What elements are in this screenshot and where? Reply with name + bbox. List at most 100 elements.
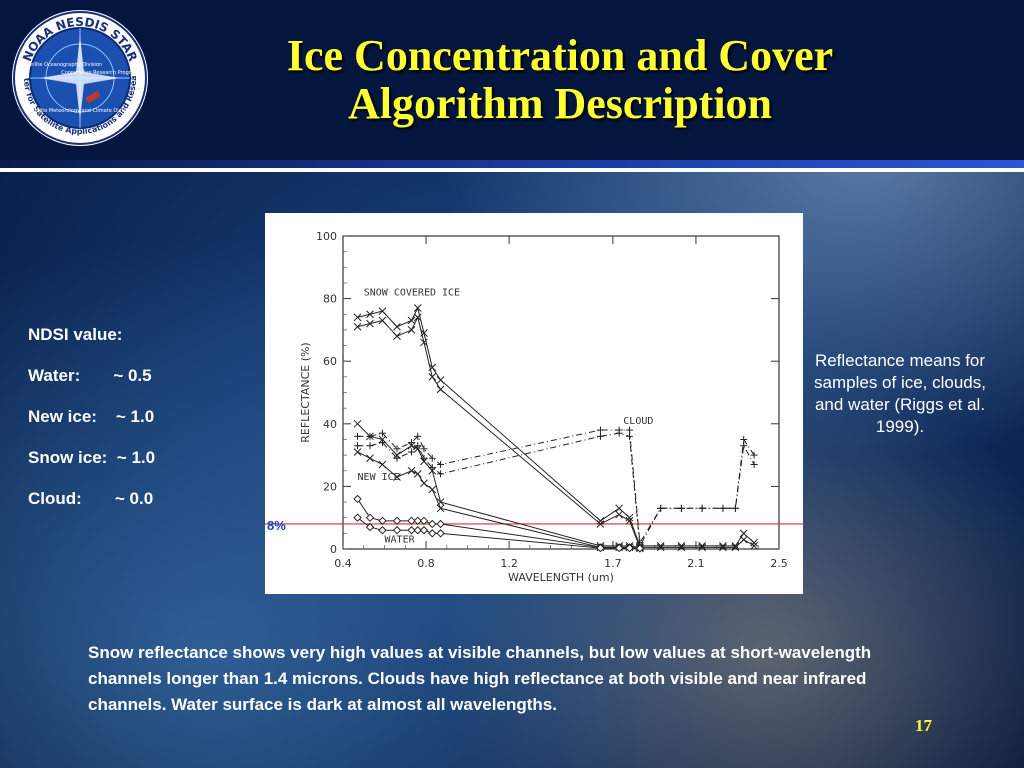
data-point-snow [436, 376, 445, 384]
data-point-snow [407, 316, 416, 325]
series-line-newice [357, 423, 640, 548]
data-point-snow [625, 516, 634, 525]
data-point-snow [393, 332, 401, 341]
data-point-water [392, 516, 402, 526]
data-point-water [407, 516, 416, 526]
data-point-snow [698, 542, 707, 550]
data-point-newice [428, 466, 437, 475]
data-point-snow [656, 543, 665, 552]
data-point-snow [719, 543, 727, 552]
data-point-water [365, 522, 375, 532]
slide-title-line-2: Algorithm Description [347, 79, 773, 128]
data-point-snow [393, 322, 401, 331]
page-number: 17 [915, 716, 932, 735]
data-point-newice [413, 444, 422, 453]
data-point-snow [739, 529, 748, 538]
y-tick-label: 80 [323, 293, 337, 306]
data-point-newice [407, 466, 416, 475]
data-point-snow [353, 313, 362, 322]
y-tick-label: 60 [323, 355, 337, 368]
data-point-snow [407, 326, 416, 334]
data-point-water [436, 529, 445, 538]
slide-title-line-1: Ice Concentration and Cover [286, 31, 834, 80]
data-point-newice [436, 498, 445, 506]
x-tick-label: 2.5 [770, 557, 788, 570]
data-point-snow [615, 504, 623, 513]
data-point-snow [596, 516, 605, 525]
summary-text: Snow reflectance shows very high values … [88, 643, 872, 714]
data-point-snow [698, 543, 707, 552]
data-point-newice [353, 448, 362, 456]
data-point-newice [393, 473, 401, 481]
y-tick-label: 20 [323, 480, 337, 493]
threshold-label: 8% [267, 518, 286, 533]
data-point-snow [353, 322, 362, 331]
ndsi-row-snow-ice: Snow ice: ~ 1.0 [28, 448, 156, 467]
data-point-snow [596, 520, 605, 528]
data-point-newice [366, 454, 374, 463]
series-line-snow [357, 306, 755, 547]
data-point-snow [428, 363, 437, 372]
data-point-water [413, 516, 422, 526]
data-point-water [407, 526, 416, 535]
x-tick-label: 2.1 [687, 557, 705, 570]
data-point-snow [413, 304, 422, 312]
reflectance-chart: 0 20 40 60 80 100 0.4 0.8 1.2 1.7 2.1 2.5 WAVELENGTH… [265, 230, 803, 584]
data-point-newice [366, 432, 374, 441]
annotation-snow-covered-ice: SNOW COVERED ICE [364, 287, 460, 298]
logo-division-3: Satellite Meteorology and Climate Divisi… [27, 108, 133, 114]
data-point-water [378, 516, 387, 526]
slide-header [0, 0, 1024, 165]
data-point-water [378, 526, 387, 535]
data-point-snow [625, 513, 634, 522]
logo-division-2: Cooperative Research Program [61, 70, 139, 76]
data-point-newice [413, 470, 422, 478]
y-axis-label: REFLECTANCE (%) [299, 342, 312, 442]
reflectance-chart-panel: 0 20 40 60 80 100 0.4 0.8 1.2 1.7 2.1 2.5 WAVELENGTH… [265, 213, 803, 594]
data-point-snow [428, 372, 437, 381]
plot-frame [342, 235, 780, 550]
data-point-water [365, 513, 375, 522]
series-line-snow [357, 315, 755, 548]
x-tick-label: 0.8 [417, 557, 435, 570]
data-point-water [419, 516, 429, 526]
data-point-newice [378, 435, 387, 444]
x-axis-label: WAVELENGTH (um) [508, 571, 614, 584]
ndsi-row-water: Water: ~ 0.5 [28, 366, 152, 385]
data-point-newice [428, 485, 437, 494]
data-point-water [635, 544, 645, 553]
data-point-water [428, 519, 437, 529]
data-point-snow [420, 329, 428, 337]
data-point-snow [378, 307, 387, 315]
data-point-snow [719, 542, 727, 550]
data-point-snow [420, 338, 428, 347]
y-tick-label: 40 [323, 418, 337, 431]
data-point-water [353, 513, 362, 522]
data-point-snow [413, 313, 422, 322]
header-rule-white [0, 168, 1024, 172]
data-point-newice [420, 479, 428, 488]
data-point-water [428, 529, 437, 538]
data-point-water [614, 543, 624, 553]
data-point-snow [378, 316, 387, 325]
data-point-newice [420, 457, 428, 466]
ndsi-heading: NDSI value: [28, 325, 123, 344]
data-point-water [625, 543, 634, 553]
data-point-snow [750, 542, 758, 550]
ndsi-row-cloud: Cloud: ~ 0.0 [28, 489, 154, 508]
data-point-snow [656, 542, 665, 550]
annotation-new-ice: NEW ICE [358, 472, 400, 483]
ndsi-values: NDSI value: Water: ~ 0.5 New ice: ~ 1.0 … [28, 322, 155, 527]
data-point-snow [750, 538, 758, 547]
annotation-water: WATER [385, 535, 416, 546]
data-point-water [392, 526, 402, 535]
x-tick-label: 1.7 [604, 557, 622, 570]
data-point-newice [436, 504, 445, 513]
data-point-newice [393, 451, 401, 459]
data-point-snow [615, 510, 623, 519]
data-point-water [436, 519, 445, 529]
slide-title: Ice Concentration and Cover Algorithm De… [160, 32, 960, 128]
header-rule-blue [0, 160, 1024, 168]
x-tick-label: 0.4 [334, 557, 352, 570]
data-point-snow [677, 542, 686, 550]
